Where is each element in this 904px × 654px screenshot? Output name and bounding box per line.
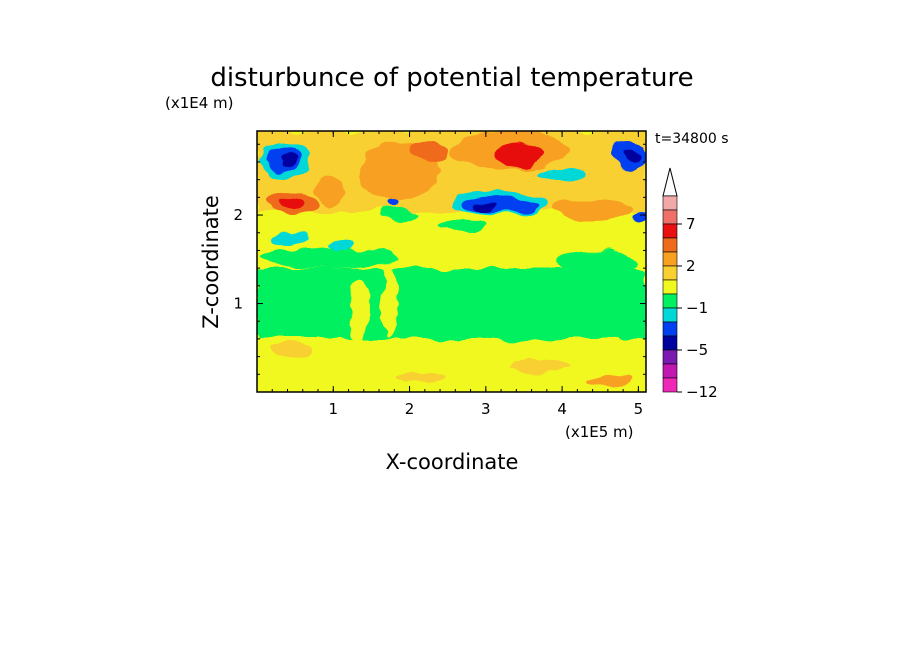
colorbar-tick-label: 7 xyxy=(686,215,696,233)
colorbar-tick-label: −5 xyxy=(686,341,708,359)
x-axis-label: X-coordinate xyxy=(386,450,519,474)
time-label: t=34800 s xyxy=(655,131,729,147)
colorbar-level xyxy=(662,321,678,337)
plot-area xyxy=(257,131,646,392)
colorbar: 7 2 −1 −5 −12 xyxy=(662,167,718,401)
x-tick-label: 3 xyxy=(481,400,491,418)
y-tick-label: 1 xyxy=(233,295,243,313)
x-tick-label: 5 xyxy=(634,400,644,418)
y-axis-label: Z-coordinate xyxy=(199,195,223,329)
colorbar-extend-arrow xyxy=(662,167,678,197)
colorbar-level xyxy=(662,209,678,225)
colorbar-level xyxy=(662,265,678,281)
colorbar-level xyxy=(662,377,678,393)
plot-frame xyxy=(256,130,647,393)
colorbar-tick-label: −12 xyxy=(686,383,718,401)
colorbar-level xyxy=(662,307,678,323)
colorbar-level xyxy=(662,293,678,309)
colorbar-level xyxy=(662,251,678,267)
colorbar-tick-label: −1 xyxy=(686,299,708,317)
y-unit-label: (x1E4 m) xyxy=(165,94,234,112)
colorbar-level xyxy=(662,279,678,295)
x-tick-label: 2 xyxy=(405,400,415,418)
colorbar-level xyxy=(662,349,678,365)
chart-title: disturbunce of potential temperature xyxy=(210,63,693,93)
colorbar-tick-label: 2 xyxy=(686,257,696,275)
colorbar-level xyxy=(662,223,678,239)
colorbar-level xyxy=(662,237,678,253)
colorbar-level xyxy=(662,335,678,351)
colorbar-level xyxy=(662,195,678,211)
x-tick-label: 1 xyxy=(329,400,339,418)
y-tick-label: 2 xyxy=(233,206,243,224)
x-tick-label: 4 xyxy=(557,400,567,418)
colorbar-level xyxy=(662,363,678,379)
x-unit-label: (x1E5 m) xyxy=(565,423,634,441)
